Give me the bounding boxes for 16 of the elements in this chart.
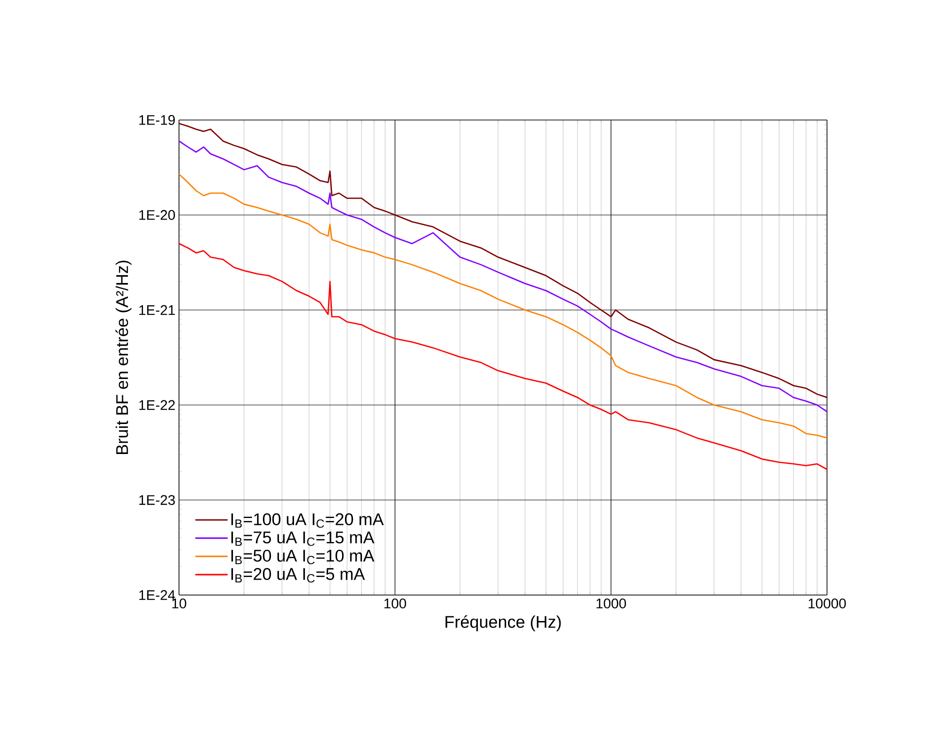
legend-label: I$_{B}$=20 uA I$_{C}$=5 mA (231, 568, 365, 583)
legend-label: I$_{B}$=100 uA I$_{C}$=20 mA (231, 513, 384, 528)
x-tick-label: 10 (172, 598, 186, 608)
y-axis-title: Bruit BF en entrée (A²/Hz) (115, 260, 132, 454)
y-tick-label: 1E-19 (139, 115, 175, 125)
x-tick-label: 100 (384, 598, 406, 608)
x-axis-title: Fréquence (Hz) (446, 615, 561, 632)
legend-label: I$_{B}$=75 uA I$_{C}$=15 mA (231, 532, 374, 546)
y-tick-label: 1E-22 (139, 400, 175, 410)
y-tick-label: 1E-21 (139, 305, 175, 315)
x-tick-label: 1000 (596, 598, 626, 608)
y-tick-label: 1E-23 (139, 495, 175, 505)
y-tick-label: 1E-24 (139, 590, 176, 600)
legend-label: I$_{B}$=50 uA I$_{C}$=10 mA (231, 550, 374, 564)
y-tick-label: 1E-20 (139, 210, 175, 220)
x-tick-label: 10000 (808, 598, 846, 608)
